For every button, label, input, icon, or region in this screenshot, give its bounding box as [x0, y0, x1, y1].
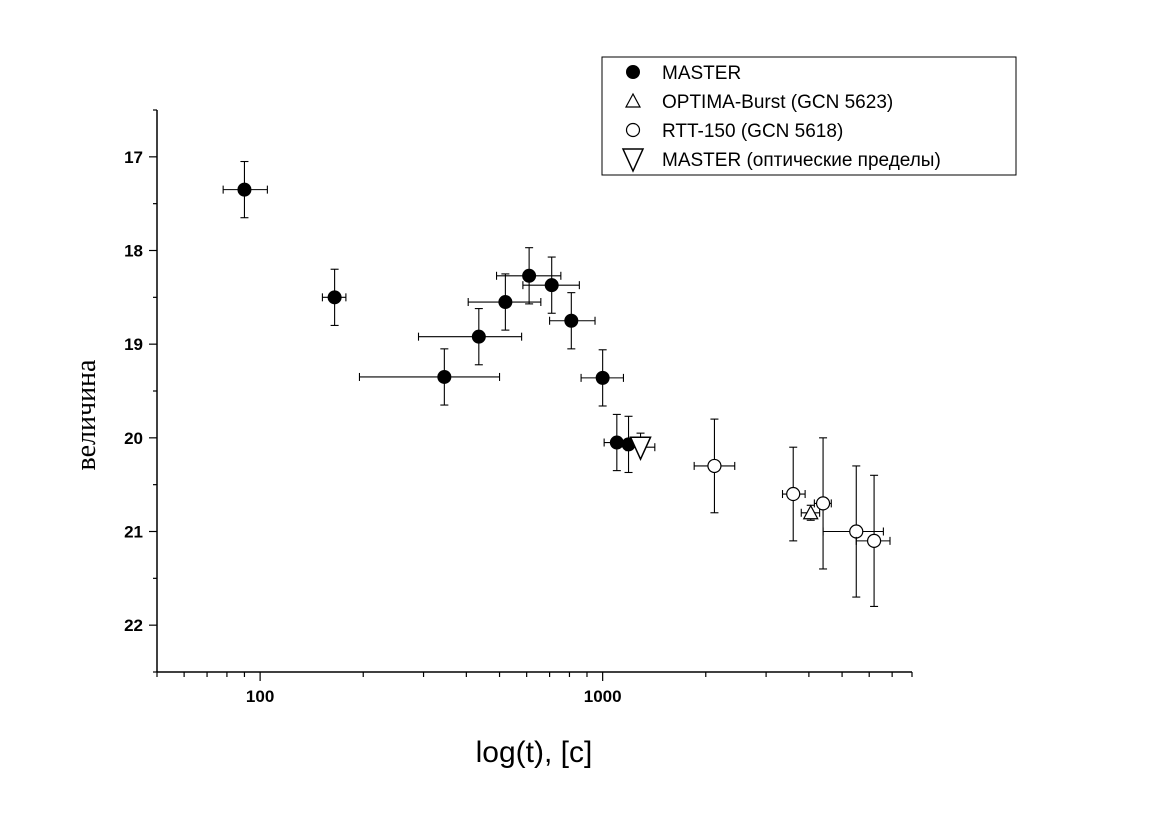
point-marker	[564, 313, 579, 328]
legend-item: MASTER	[626, 63, 741, 84]
data-point	[358, 348, 501, 406]
data-point	[693, 418, 736, 514]
legend-label: RTT-150 (GCN 5618)	[662, 121, 843, 142]
data-point	[495, 247, 562, 305]
legend: MASTER OPTIMA-Burst (GCN 5623) RTT-150 (GC…	[601, 56, 1017, 176]
point-marker	[866, 533, 882, 548]
legend-label: OPTIMA-Burst (GCN 5623)	[662, 92, 893, 113]
legend-label: MASTER	[662, 63, 741, 84]
data-point	[813, 437, 832, 570]
y-tick-label: 20	[124, 429, 143, 448]
data-point	[549, 292, 596, 350]
x-tick-label: 100	[246, 687, 274, 706]
legend-label: MASTER (оптические пределы)	[662, 150, 941, 171]
legend-marker	[625, 122, 641, 138]
legend-marker	[621, 148, 645, 173]
data-point	[321, 268, 347, 326]
data-point	[822, 465, 884, 598]
point-marker	[629, 436, 652, 462]
legend-marker	[626, 65, 640, 79]
point-marker	[498, 295, 513, 310]
y-tick-label: 22	[124, 616, 143, 635]
data-point	[781, 446, 806, 542]
y-tick-label: 17	[124, 148, 143, 167]
legend-item: RTT-150 (GCN 5618)	[625, 121, 843, 142]
point-marker	[237, 182, 252, 197]
x-tick-label: 1000	[584, 687, 622, 706]
legend-item: OPTIMA-Burst (GCN 5623)	[624, 92, 893, 113]
data-point	[580, 349, 624, 407]
point-marker	[815, 496, 831, 511]
axis-ticks: 17 18 19 20 21 22 100 1000	[124, 109, 913, 706]
legend-item: MASTER (оптические пределы)	[621, 148, 941, 173]
point-marker	[786, 486, 801, 502]
point-marker	[327, 290, 342, 305]
data-point	[522, 256, 580, 314]
data-point	[417, 308, 523, 366]
point-marker	[471, 329, 486, 344]
legend-box	[601, 56, 1017, 176]
data-point	[625, 432, 656, 462]
legend-marker	[624, 92, 642, 108]
data-point	[855, 474, 891, 607]
axes	[156, 110, 912, 673]
point-marker	[437, 369, 452, 384]
point-marker	[849, 524, 864, 539]
y-tick-label: 21	[124, 523, 143, 542]
y-tick-label: 19	[124, 335, 143, 354]
point-marker	[707, 458, 722, 474]
y-axis-label: величина	[71, 359, 102, 470]
data-point	[222, 160, 268, 219]
x-axis-label: log(t), [c]	[476, 736, 593, 769]
y-tick-label: 18	[124, 242, 143, 261]
data-point	[800, 504, 821, 521]
point-marker	[522, 268, 537, 283]
point-marker	[802, 504, 819, 520]
data-points	[222, 160, 891, 607]
point-marker	[595, 370, 610, 385]
point-marker	[544, 278, 559, 293]
